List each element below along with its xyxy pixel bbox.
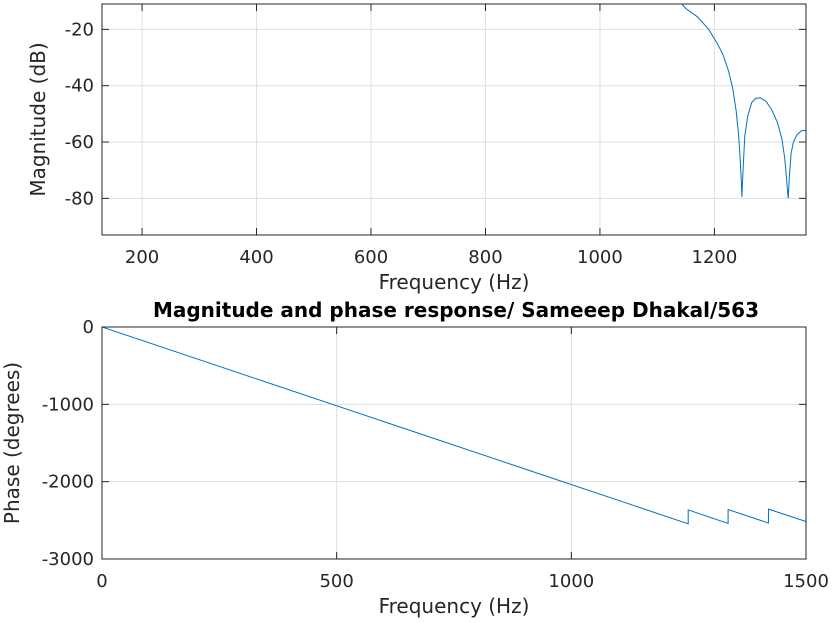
plot-frame <box>101 3 807 236</box>
magnitude-subplot: 200 400 600 800 1000 1200 -80 -60 -40 -20 Frequenc… <box>26 3 807 294</box>
x-tick-label: 1000 <box>548 571 594 592</box>
x-tick-label: 800 <box>468 247 502 268</box>
y-tick-label: -80 <box>65 188 94 209</box>
series-line <box>102 327 806 525</box>
x-tick-label: 1500 <box>783 571 829 592</box>
x-tick-label: 1000 <box>577 247 623 268</box>
y-tick-label: 0 <box>83 317 94 338</box>
phase-subplot: 0 500 1000 1500 -3000 -2000 -1000 0 Frequency (H… <box>0 298 829 618</box>
x-tick-label: 1200 <box>692 247 738 268</box>
y-tick-label: -20 <box>65 19 94 40</box>
x-tick-label: 500 <box>319 571 353 592</box>
y-axis-label: Magnitude (dB) <box>26 42 50 196</box>
x-tick-label: 200 <box>125 247 159 268</box>
y-tick-label: -2000 <box>42 472 94 493</box>
x-axis-label: Frequency (Hz) <box>379 594 530 618</box>
y-axis-label: Phase (degrees) <box>0 362 24 524</box>
x-axis-label: Frequency (Hz) <box>379 270 530 294</box>
y-tick-label: -1000 <box>42 394 94 415</box>
chart-title: Magnitude and phase response/ Sameeep Dh… <box>153 298 759 322</box>
series-line <box>681 4 806 199</box>
y-tick-label: -40 <box>65 76 94 97</box>
y-tick-label: -60 <box>65 132 94 153</box>
x-tick-label: 400 <box>239 247 273 268</box>
y-tick-label: -3000 <box>42 549 94 570</box>
plot-frame <box>101 326 807 560</box>
x-tick-label: 0 <box>96 571 107 592</box>
x-tick-label: 600 <box>354 247 388 268</box>
